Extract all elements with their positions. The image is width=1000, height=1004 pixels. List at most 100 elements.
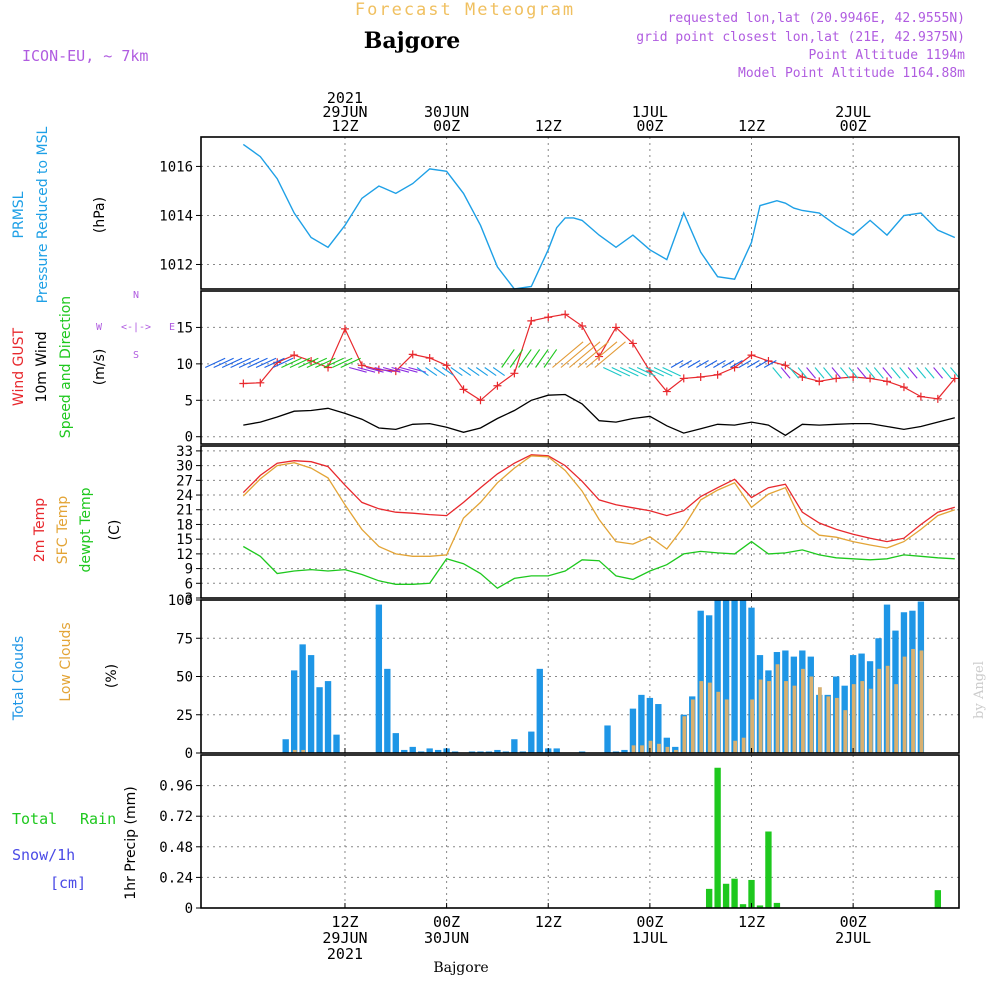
bottom-time-label: 00Z: [840, 913, 867, 931]
gust-marker: [290, 351, 299, 360]
low-cloud-bar: [843, 710, 848, 753]
wind-arrow: [332, 357, 353, 368]
compass-w: W: [96, 322, 103, 333]
bottom-time-label: 12Z: [331, 913, 358, 931]
wind-arrow: [475, 367, 489, 376]
rain-bar: [739, 904, 747, 908]
total-cloud-bar: [290, 670, 298, 753]
total-cloud-bar: [655, 704, 662, 753]
clouds-tick-label: 25: [176, 708, 193, 724]
gust-marker: [747, 351, 756, 360]
low-cloud-bar: [741, 737, 746, 753]
pressure-unit: (hPa): [92, 197, 108, 233]
pressure-tick-label: 1014: [159, 208, 193, 224]
chart-title: Forecast Meteogram: [355, 0, 575, 20]
gust-marker: [256, 378, 265, 387]
gust-marker: [307, 356, 316, 365]
precip-tick-label: 0: [185, 901, 193, 917]
wind-y-axis: 0 5 10 15: [176, 320, 959, 446]
gust-marker: [899, 383, 908, 392]
wind-arrow: [306, 357, 328, 368]
total-cloud-bar: [722, 600, 730, 753]
clouds-tick-label: 0: [185, 746, 193, 762]
wind-arrow: [941, 367, 952, 379]
wind-arrow: [255, 357, 277, 368]
wind-speed-line: [243, 393, 955, 437]
low-cloud-bar: [826, 696, 831, 753]
wind-unit: (m/s): [92, 349, 108, 386]
wind-arrow: [755, 360, 769, 368]
total-cloud-bar: [511, 739, 518, 753]
low-cloud-bar: [699, 681, 704, 753]
precip-bars: [705, 767, 942, 908]
bottom-time-label: 30JUN: [424, 929, 469, 947]
gust-marker: [476, 396, 485, 405]
low-cloud-bar: [674, 749, 678, 753]
rain-bar: [765, 831, 772, 908]
total-cloud-bar: [316, 687, 323, 753]
wind-arrow: [501, 349, 515, 368]
wind-label-1: Wind GUST: [11, 327, 27, 406]
gust-marker: [324, 363, 333, 372]
wind-arrow: [679, 360, 692, 368]
temp-tick-label: 6: [185, 576, 193, 592]
temp-tick-label: 18: [176, 517, 193, 533]
wind-arrow: [340, 357, 361, 368]
total-cloud-bar: [494, 749, 501, 753]
gust-marker: [611, 323, 620, 332]
top-time-label: 1JUL: [632, 103, 668, 121]
precip-frame: [200, 754, 960, 909]
wind-arrow: [823, 367, 833, 379]
precip-tick-label: 0.72: [159, 809, 193, 825]
wind-arrow: [594, 341, 626, 368]
wind-arrow: [746, 360, 760, 368]
clouds-label-1: Total Clouds: [11, 636, 27, 721]
low-cloud-bar: [817, 687, 822, 753]
gust-marker: [408, 350, 417, 359]
wind-arrow: [585, 341, 618, 368]
top-time-label: 12Z: [535, 117, 562, 135]
pressure-y-axis: 1012 1014 1016: [159, 159, 959, 273]
low-cloud-bar: [834, 697, 839, 753]
wind-arrow: [416, 367, 429, 376]
gust-marker: [527, 316, 536, 325]
wind-arrow: [442, 367, 455, 376]
wind-arrow: [856, 367, 867, 379]
wind-arrow: [458, 367, 472, 376]
precip-tick-label: 0.24: [159, 870, 193, 886]
total-cloud-bar: [748, 607, 755, 753]
low-cloud-bar: [868, 688, 873, 753]
temp-tick-label: 27: [176, 473, 193, 489]
point-altitude: Point Altitude 1194m: [808, 48, 965, 63]
wind-arrow: [645, 367, 664, 377]
temp-tick-label: 24: [176, 488, 193, 504]
wind-tick-label: 10: [176, 357, 193, 373]
gust-marker: [578, 321, 587, 330]
low-cloud-bar: [690, 699, 695, 753]
temp-tick-label: 9: [185, 562, 193, 578]
total-cloud-bar: [638, 694, 645, 753]
clouds-tick-label: 75: [176, 631, 193, 647]
wind-arrow: [213, 357, 234, 368]
precip-unit: 1hr Precip (mm): [123, 786, 139, 899]
wind-gust-markers: [239, 310, 959, 405]
bottom-time-label: 00Z: [433, 913, 460, 931]
low-cloud-bar: [767, 681, 771, 753]
footer-location: Bajgore: [433, 960, 488, 976]
wind-arrow: [950, 367, 960, 379]
wind-tick-label: 0: [185, 430, 193, 446]
compass-cross: <-|->: [121, 322, 151, 333]
gust-marker: [662, 387, 671, 396]
top-time-label: 2JUL: [835, 103, 871, 121]
wind-arrow: [518, 349, 532, 368]
temp-tick-label: 30: [176, 459, 193, 475]
low-cloud-bar: [716, 691, 721, 753]
gust-marker: [713, 370, 722, 379]
low-cloud-bar: [733, 740, 738, 753]
low-cloud-bar: [640, 745, 644, 753]
wind-arrow: [806, 367, 816, 379]
bottom-time-label: 1JUL: [632, 929, 668, 947]
temp-dewpt-line: [242, 540, 955, 589]
